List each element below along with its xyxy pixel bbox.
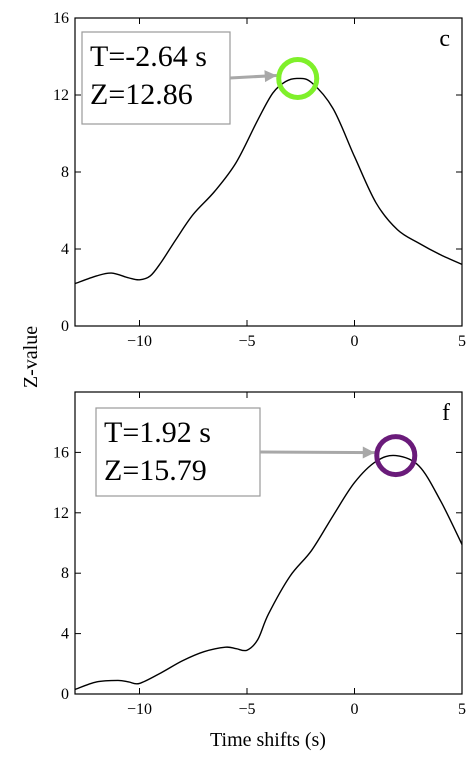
y-tick-label: 16	[53, 444, 69, 461]
annotation-text: T=-2.64 s	[90, 40, 207, 73]
y-tick-label: 16	[53, 10, 69, 27]
series-line	[74, 77, 463, 285]
annotation-text: Z=12.86	[90, 78, 193, 111]
annotation-text: T=1.92 s	[104, 416, 211, 449]
y-tick-label: 8	[61, 164, 69, 181]
x-tick-label: −5	[238, 701, 255, 718]
x-tick-label: −5	[238, 333, 255, 350]
annotation-text: Z=15.79	[104, 454, 207, 487]
panel-label: f	[442, 400, 450, 426]
x-tick-label: −10	[127, 701, 152, 718]
annotation-arrowhead	[362, 446, 375, 459]
chart-panel-c: −10 −5 0 5 0 4 8 12 16 c T=-2.64 s Z=12.86	[53, 10, 466, 350]
y-tick-label: 4	[61, 241, 69, 258]
x-tick-label: 0	[351, 701, 359, 718]
y-tick-label: 12	[53, 87, 69, 104]
x-tick-label: 0	[351, 333, 359, 350]
y-axis-label: Z-value	[20, 326, 42, 388]
y-tick-label: 12	[53, 505, 69, 522]
y-tick-label: 4	[61, 626, 69, 643]
series-line	[74, 454, 463, 691]
annotation-arrowhead	[264, 70, 277, 83]
annotation-box	[95, 407, 261, 497]
y-tick-label: 0	[61, 686, 69, 703]
x-tick-label: 5	[458, 333, 466, 350]
annotation-box	[81, 31, 231, 125]
y-tick-label: 0	[61, 318, 69, 335]
annotation-arrow	[259, 450, 375, 455]
peak-marker-circle	[374, 434, 418, 478]
panel-label: c	[439, 26, 450, 52]
x-tick-label: 5	[458, 701, 466, 718]
x-axis-label: Time shifts (s)	[210, 729, 326, 751]
y-tick-label: 8	[61, 565, 69, 582]
peak-marker-circle	[276, 56, 320, 100]
x-tick-label: −10	[127, 333, 152, 350]
chart-panel-f: −10 −5 0 5 0 4 8 12 16 f T=1.92 s Z=15.79	[53, 391, 466, 718]
